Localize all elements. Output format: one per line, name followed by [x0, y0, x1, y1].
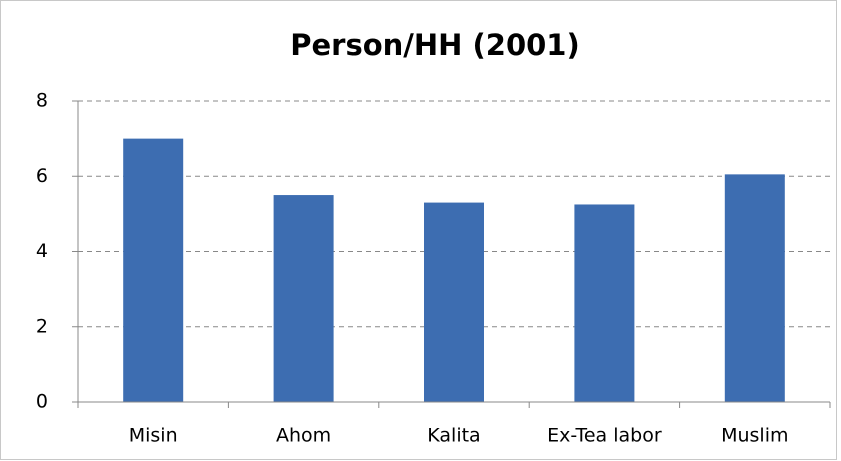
x-tick-label: Misin	[129, 425, 178, 447]
bar	[123, 138, 184, 402]
chart-title: Person/HH (2001)	[290, 28, 580, 62]
bar	[273, 195, 334, 402]
x-tick-label: Ex-Tea labor	[547, 425, 662, 447]
y-tick-label: 6	[36, 165, 48, 187]
y-tick-label: 2	[36, 315, 48, 337]
bar	[724, 174, 785, 402]
y-tick-label: 0	[36, 391, 48, 413]
x-tick-label: Ahom	[276, 425, 331, 447]
x-tick-label: Kalita	[427, 425, 480, 447]
bar	[574, 204, 635, 402]
bar	[424, 202, 484, 402]
y-tick-label: 4	[36, 240, 48, 262]
x-tick-label: Muslim	[721, 425, 788, 447]
y-tick-label: 8	[36, 90, 48, 112]
